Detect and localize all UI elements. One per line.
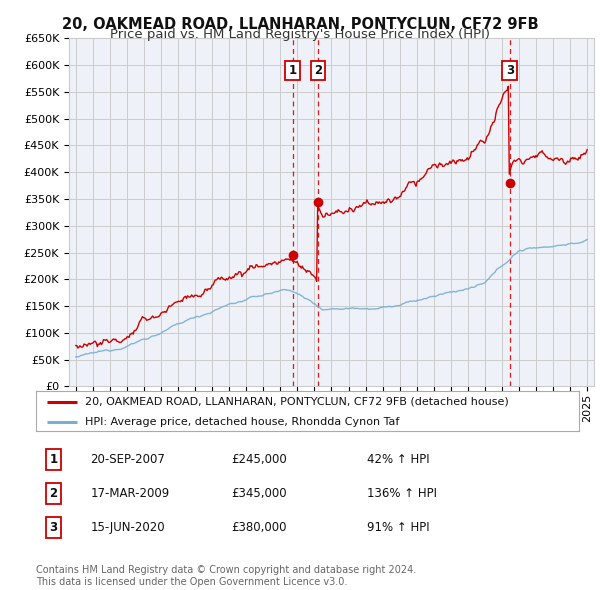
Text: 17-MAR-2009: 17-MAR-2009 — [91, 487, 170, 500]
Text: 1: 1 — [49, 453, 58, 466]
Text: 20, OAKMEAD ROAD, LLANHARAN, PONTYCLUN, CF72 9FB (detached house): 20, OAKMEAD ROAD, LLANHARAN, PONTYCLUN, … — [85, 397, 509, 407]
Text: 20, OAKMEAD ROAD, LLANHARAN, PONTYCLUN, CF72 9FB: 20, OAKMEAD ROAD, LLANHARAN, PONTYCLUN, … — [62, 17, 538, 31]
Text: 20-SEP-2007: 20-SEP-2007 — [91, 453, 165, 466]
Text: 91% ↑ HPI: 91% ↑ HPI — [367, 521, 430, 534]
Text: 1: 1 — [289, 64, 296, 77]
Text: £345,000: £345,000 — [232, 487, 287, 500]
Text: 3: 3 — [506, 64, 514, 77]
Text: £245,000: £245,000 — [232, 453, 287, 466]
Text: 136% ↑ HPI: 136% ↑ HPI — [367, 487, 437, 500]
Text: 2: 2 — [314, 64, 322, 77]
Text: Contains HM Land Registry data © Crown copyright and database right 2024.
This d: Contains HM Land Registry data © Crown c… — [36, 565, 416, 587]
Text: 15-JUN-2020: 15-JUN-2020 — [91, 521, 165, 534]
Text: 2: 2 — [49, 487, 58, 500]
Text: 3: 3 — [49, 521, 58, 534]
Text: Price paid vs. HM Land Registry's House Price Index (HPI): Price paid vs. HM Land Registry's House … — [110, 28, 490, 41]
Text: 42% ↑ HPI: 42% ↑ HPI — [367, 453, 430, 466]
Text: £380,000: £380,000 — [232, 521, 287, 534]
Text: HPI: Average price, detached house, Rhondda Cynon Taf: HPI: Average price, detached house, Rhon… — [85, 417, 399, 427]
